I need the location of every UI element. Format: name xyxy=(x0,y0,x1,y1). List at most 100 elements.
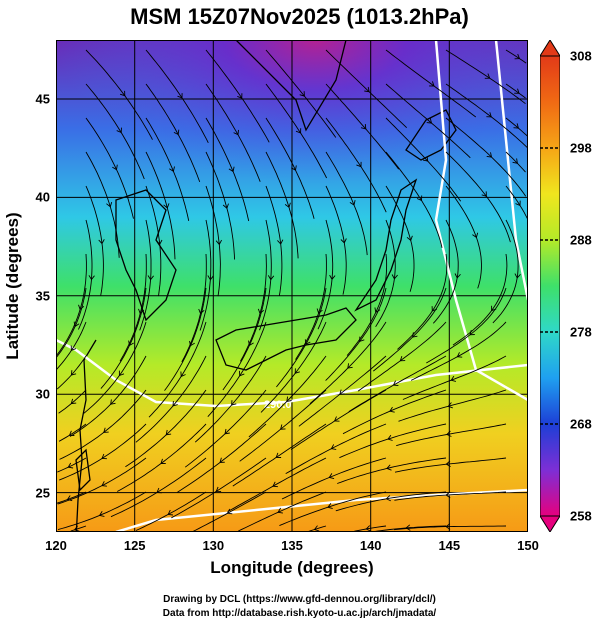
streamline xyxy=(199,219,212,331)
streamline xyxy=(171,457,267,519)
streamline-arrow xyxy=(481,191,487,197)
streamline-arrow xyxy=(119,90,126,97)
streamline-arrow xyxy=(313,525,320,532)
streamline xyxy=(83,321,147,414)
streamline-arrow xyxy=(299,91,305,97)
streamline-arrow xyxy=(138,308,145,315)
streamline xyxy=(177,423,267,493)
y-tick-label: 45 xyxy=(35,91,50,107)
credit-data-source: Data from http://database.rish.kyoto-u.a… xyxy=(162,608,437,619)
streamline xyxy=(145,151,176,260)
streamline xyxy=(337,457,447,484)
streamline-arrow xyxy=(295,128,302,134)
streamline-arrow xyxy=(68,430,75,436)
streamline xyxy=(265,49,337,138)
streamline-arrow xyxy=(112,164,118,171)
streamline xyxy=(306,525,327,532)
streamline-arrow xyxy=(219,457,225,463)
streamline xyxy=(325,151,368,256)
streamline-arrow xyxy=(169,166,175,173)
streamline-arrow xyxy=(67,462,74,469)
streamline xyxy=(373,287,447,372)
streamline-arrow xyxy=(70,398,77,405)
streamline xyxy=(227,457,327,512)
streamline-arrow xyxy=(267,275,275,281)
streamline xyxy=(164,287,207,391)
streamline-arrow xyxy=(515,200,521,207)
streamline-arrow xyxy=(486,152,493,158)
streamline xyxy=(385,49,477,118)
streamline xyxy=(139,219,152,331)
streamline-arrow xyxy=(165,429,172,436)
streamline xyxy=(265,151,299,259)
streamline xyxy=(85,185,104,296)
streamline xyxy=(505,151,526,173)
streamline xyxy=(58,423,87,442)
streamline-arrow xyxy=(286,396,292,402)
streamline xyxy=(410,321,507,381)
streamline xyxy=(259,219,272,331)
streamline-arrow xyxy=(222,203,229,209)
streamline xyxy=(265,117,315,219)
streamline-arrow xyxy=(514,88,520,94)
colorbar-label: 268 xyxy=(570,416,592,432)
streamline xyxy=(385,117,462,202)
streamline-arrow xyxy=(73,321,80,328)
streamline-arrow xyxy=(385,495,391,502)
streamline-arrow xyxy=(429,81,435,87)
streamline-arrow xyxy=(198,308,205,315)
streamline xyxy=(70,525,87,532)
streamline-arrow xyxy=(447,402,453,409)
streamline xyxy=(205,83,261,182)
y-tick-label: 25 xyxy=(35,485,50,501)
streamline xyxy=(452,253,508,346)
streamline xyxy=(205,49,270,143)
streamline-arrow xyxy=(329,274,336,281)
x-tick-label: 125 xyxy=(123,538,146,553)
streamline-arrow xyxy=(328,473,335,480)
streamline-arrow xyxy=(316,308,323,314)
streamline xyxy=(298,355,387,427)
streamline-arrow xyxy=(88,275,95,281)
colorbar-max-arrow xyxy=(539,39,561,57)
streamline xyxy=(325,83,400,170)
streamline-arrow xyxy=(257,308,265,315)
streamline xyxy=(59,389,147,460)
streamline-arrow xyxy=(446,430,452,437)
colorbar-label: 288 xyxy=(570,232,592,248)
streamline xyxy=(85,83,145,180)
streamline xyxy=(325,117,387,213)
wind-streamlines xyxy=(56,49,528,532)
colorbar xyxy=(539,39,561,533)
streamline xyxy=(135,491,207,531)
streamline xyxy=(445,117,527,197)
colorbar-label: 298 xyxy=(570,140,592,156)
temperature-map: 290.0 xyxy=(56,40,528,532)
streamline-arrow xyxy=(445,523,451,530)
streamline xyxy=(385,83,471,159)
streamline-arrow xyxy=(356,161,362,168)
streamline-arrow xyxy=(180,371,186,378)
streamline xyxy=(394,457,507,473)
streamline xyxy=(116,423,207,492)
streamline xyxy=(56,321,87,370)
streamline xyxy=(205,185,221,297)
streamline xyxy=(276,287,327,388)
streamline-arrow xyxy=(101,481,107,487)
streamline-arrow xyxy=(484,73,491,79)
streamline xyxy=(77,219,93,330)
streamline-arrow xyxy=(277,507,283,514)
streamline xyxy=(385,185,415,292)
streamline-arrow xyxy=(330,444,337,450)
streamline-arrow xyxy=(231,400,237,406)
streamline-arrow xyxy=(386,464,392,471)
streamline-arrow xyxy=(173,129,180,136)
streamline-arrow xyxy=(275,452,282,458)
streamline xyxy=(325,287,387,381)
x-tick-label: 140 xyxy=(359,538,382,553)
streamline xyxy=(148,321,207,418)
streamline xyxy=(317,219,334,330)
streamline xyxy=(309,321,387,405)
streamline-arrow xyxy=(426,118,433,124)
streamline xyxy=(110,457,207,518)
